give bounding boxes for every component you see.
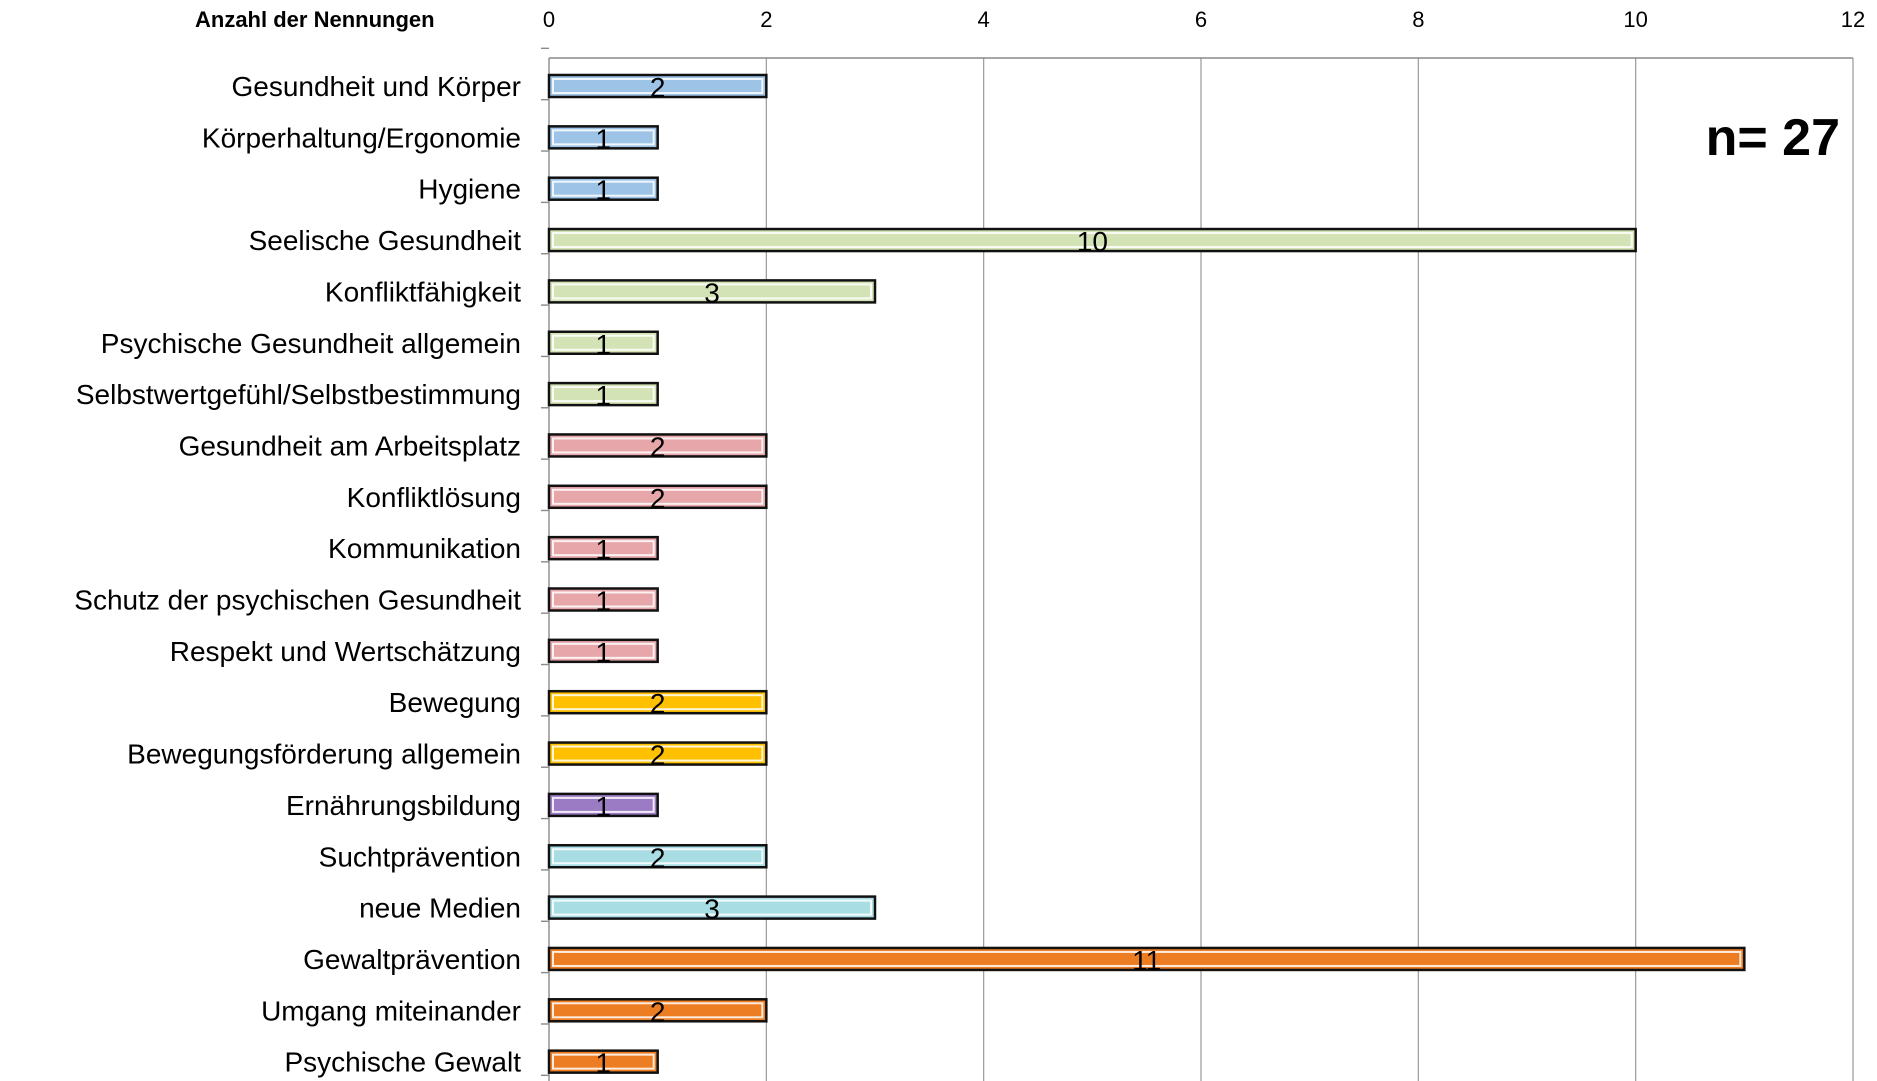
x-axis-title: Anzahl der Nennungen bbox=[195, 7, 435, 32]
category-label: Respekt und Wertschätzung bbox=[170, 636, 521, 667]
sample-size-annotation: n= 27 bbox=[1706, 109, 1840, 167]
data-label: 1 bbox=[596, 637, 612, 668]
bar bbox=[547, 1049, 659, 1074]
data-label: 1 bbox=[596, 534, 612, 565]
bar bbox=[547, 844, 768, 869]
bar-highlight bbox=[552, 1053, 655, 1070]
data-label: 10 bbox=[1077, 226, 1108, 257]
bar bbox=[547, 587, 659, 612]
data-label: 1 bbox=[596, 380, 612, 411]
category-label: Bewegungsförderung allgemein bbox=[127, 739, 521, 770]
bar-highlight bbox=[552, 694, 764, 711]
data-label: 2 bbox=[650, 740, 666, 771]
bar bbox=[547, 433, 768, 458]
category-label: Hygiene bbox=[418, 174, 521, 205]
bar-highlight bbox=[552, 129, 655, 146]
category-label: Bewegung bbox=[389, 687, 521, 718]
bar-highlight bbox=[552, 642, 655, 659]
x-tick-label: 10 bbox=[1623, 7, 1647, 32]
x-tick-label: 6 bbox=[1195, 7, 1207, 32]
bar bbox=[547, 689, 768, 715]
bar bbox=[547, 638, 659, 664]
category-label: Konfliktlösung bbox=[347, 482, 521, 513]
category-label: Schutz der psychischen Gesundheit bbox=[74, 585, 521, 616]
data-label: 2 bbox=[650, 842, 666, 873]
category-label: Gesundheit am Arbeitsplatz bbox=[179, 430, 521, 461]
bar bbox=[547, 125, 659, 150]
category-label: Kommunikation bbox=[328, 533, 521, 564]
bar bbox=[547, 73, 768, 99]
bar-highlight bbox=[552, 437, 764, 454]
bar bbox=[547, 895, 877, 920]
bar-highlight bbox=[552, 334, 655, 351]
data-label: 2 bbox=[650, 72, 666, 103]
category-label: Psychische Gewalt bbox=[284, 1047, 521, 1078]
category-label: Selbstwertgefühl/Selbstbestimmung bbox=[76, 379, 521, 410]
bar-highlight bbox=[552, 283, 872, 300]
bars bbox=[547, 73, 1746, 1074]
bar-highlight bbox=[552, 848, 764, 865]
category-label: Ernährungsbildung bbox=[286, 790, 521, 821]
category-label: Seelische Gesundheit bbox=[249, 225, 522, 256]
data-label: 1 bbox=[596, 791, 612, 822]
data-label: 2 bbox=[650, 996, 666, 1027]
bar bbox=[547, 792, 659, 818]
bar bbox=[547, 227, 1637, 253]
category-label: Körperhaltung/Ergonomie bbox=[202, 122, 521, 153]
data-label: 1 bbox=[596, 123, 612, 154]
bar-highlight bbox=[552, 540, 655, 557]
data-label: 3 bbox=[704, 277, 720, 308]
data-label: 3 bbox=[704, 894, 720, 925]
x-tick-label: 8 bbox=[1412, 7, 1424, 32]
bar bbox=[547, 946, 1746, 972]
bar bbox=[547, 998, 768, 1023]
bar bbox=[547, 279, 877, 304]
category-label: Umgang miteinander bbox=[261, 995, 521, 1026]
bar bbox=[547, 741, 768, 766]
data-label: 1 bbox=[596, 1048, 612, 1079]
bar-highlight bbox=[552, 796, 655, 813]
bar-highlight bbox=[552, 950, 1742, 967]
bar bbox=[547, 381, 659, 407]
bar-highlight bbox=[552, 78, 764, 94]
data-label: 11 bbox=[1132, 945, 1161, 976]
bar bbox=[547, 535, 659, 561]
data-label: 2 bbox=[650, 483, 666, 514]
bar-highlight bbox=[552, 1002, 764, 1019]
x-tick-label: 0 bbox=[543, 7, 555, 32]
bar bbox=[547, 176, 659, 201]
x-tick-label: 2 bbox=[760, 7, 772, 32]
category-label: Gesundheit und Körper bbox=[231, 71, 521, 102]
bar-highlight bbox=[552, 232, 1633, 249]
bar-highlight bbox=[552, 899, 872, 916]
data-label: 2 bbox=[650, 688, 666, 719]
bar-highlight bbox=[552, 488, 764, 505]
bar-highlight bbox=[552, 180, 655, 197]
bar bbox=[547, 330, 659, 355]
bar-highlight bbox=[552, 745, 764, 762]
data-label: 2 bbox=[650, 431, 666, 462]
data-label: 1 bbox=[596, 175, 612, 206]
data-label: 1 bbox=[596, 586, 612, 617]
data-label: 1 bbox=[596, 329, 612, 360]
x-tick-label: 12 bbox=[1841, 7, 1865, 32]
x-tick-label: 4 bbox=[978, 7, 990, 32]
category-label: Gewaltprävention bbox=[303, 944, 521, 975]
bar-highlight bbox=[552, 386, 655, 403]
category-label: Konfliktfähigkeit bbox=[325, 276, 521, 307]
category-label: Suchtprävention bbox=[319, 841, 521, 872]
bar-highlight bbox=[552, 591, 655, 608]
category-label: Psychische Gesundheit allgemein bbox=[101, 328, 521, 359]
category-label: neue Medien bbox=[359, 893, 521, 924]
gridlines bbox=[541, 47, 1854, 1081]
bar bbox=[547, 484, 768, 510]
